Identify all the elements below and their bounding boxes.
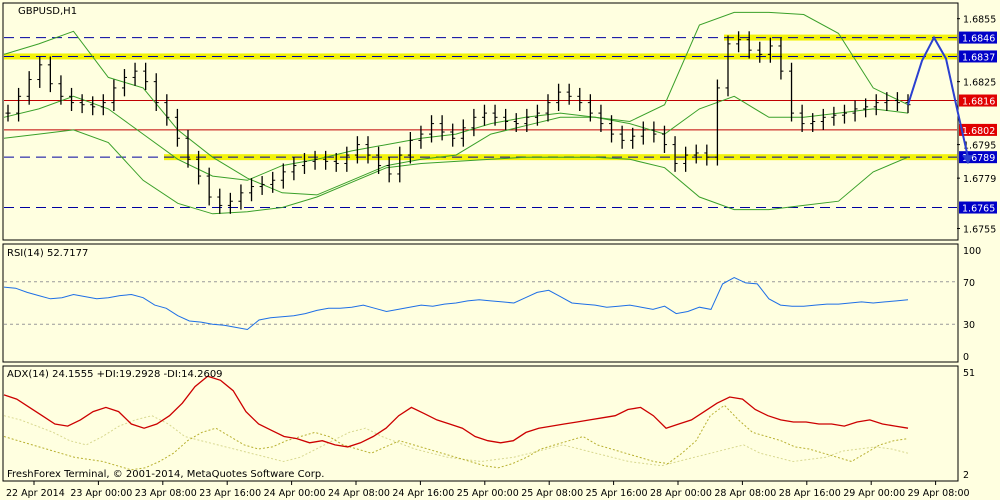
x-tick-7: 25 Apr 00:00 — [457, 488, 519, 499]
level-price-box-2 — [959, 94, 997, 107]
rsi-y-tick-1: 70 — [963, 278, 975, 289]
x-tick-1: 23 Apr 00:00 — [70, 488, 132, 499]
main-y-tick-4: 1.6755 — [963, 225, 996, 236]
level-price-label-5: 1.6765 — [962, 204, 995, 215]
level-price-label-1: 1.6837 — [962, 52, 995, 63]
x-tick-4: 24 Apr 00:00 — [264, 488, 326, 499]
minus-di-line — [3, 415, 909, 467]
rsi-panel-title: RSI(14) 52.7177 — [7, 248, 88, 259]
bollinger-upper-line — [3, 11, 909, 196]
level-price-box-5 — [959, 201, 997, 214]
main-y-tick-2: 1.6795 — [963, 141, 996, 152]
x-tick-11: 28 Apr 08:00 — [714, 488, 776, 499]
level-zone-1 — [4, 53, 957, 60]
x-tick-8: 25 Apr 08:00 — [521, 488, 583, 499]
main-y-tick-0: 1.6855 — [963, 15, 996, 26]
level-price-label-0: 1.6846 — [962, 34, 995, 45]
main-panel-frame — [2, 2, 959, 241]
x-tick-10: 28 Apr 00:00 — [650, 488, 712, 499]
x-tick-14: 29 Apr 08:00 — [908, 488, 970, 499]
bollinger-lower-line — [3, 129, 909, 215]
rsi-y-tick-3: 0 — [963, 352, 969, 363]
level-price-box-0 — [959, 31, 997, 44]
adx-y-tick-1: 2 — [963, 470, 969, 481]
adx-panel-frame — [2, 365, 959, 482]
x-tick-2: 23 Apr 08:00 — [135, 488, 197, 499]
x-tick-0: 22 Apr 2014 — [6, 488, 65, 499]
adx-y-tick-0: 51 — [963, 368, 975, 379]
main-panel-title: GBPUSD,H1 — [18, 6, 77, 17]
x-tick-6: 24 Apr 16:00 — [392, 488, 454, 499]
forecast-path-line — [907, 35, 969, 158]
x-tick-12: 28 Apr 16:00 — [779, 488, 841, 499]
level-price-box-3 — [959, 123, 997, 136]
adx-line — [3, 375, 909, 448]
x-tick-13: 29 Apr 00:00 — [843, 488, 905, 499]
level-price-label-4: 1.6789 — [962, 153, 995, 164]
plus-di-line — [3, 404, 909, 471]
forecast-arrow-head — [962, 155, 973, 165]
rsi-panel-frame — [2, 243, 959, 363]
footer-copyright: FreshForex Terminal, © 2001-2014, MetaQu… — [7, 469, 324, 480]
adx-panel-title: ADX(14) 24.1555 +DI:19.2928 -DI:14.2609 — [7, 369, 223, 380]
x-tick-9: 25 Apr 16:00 — [586, 488, 648, 499]
main-y-tick-3: 1.6779 — [963, 174, 996, 185]
level-price-box-1 — [959, 50, 997, 63]
main-y-tick-1: 1.6825 — [963, 78, 996, 89]
x-tick-3: 23 Apr 16:00 — [199, 488, 261, 499]
x-tick-5: 24 Apr 08:00 — [328, 488, 390, 499]
rsi-y-tick-2: 30 — [963, 320, 975, 331]
rsi-y-tick-0: 100 — [963, 246, 981, 257]
bollinger-middle-line — [3, 95, 909, 181]
level-price-label-3: 1.6802 — [962, 126, 995, 137]
rsi-line — [3, 277, 909, 331]
level-price-label-2: 1.6816 — [962, 97, 995, 108]
